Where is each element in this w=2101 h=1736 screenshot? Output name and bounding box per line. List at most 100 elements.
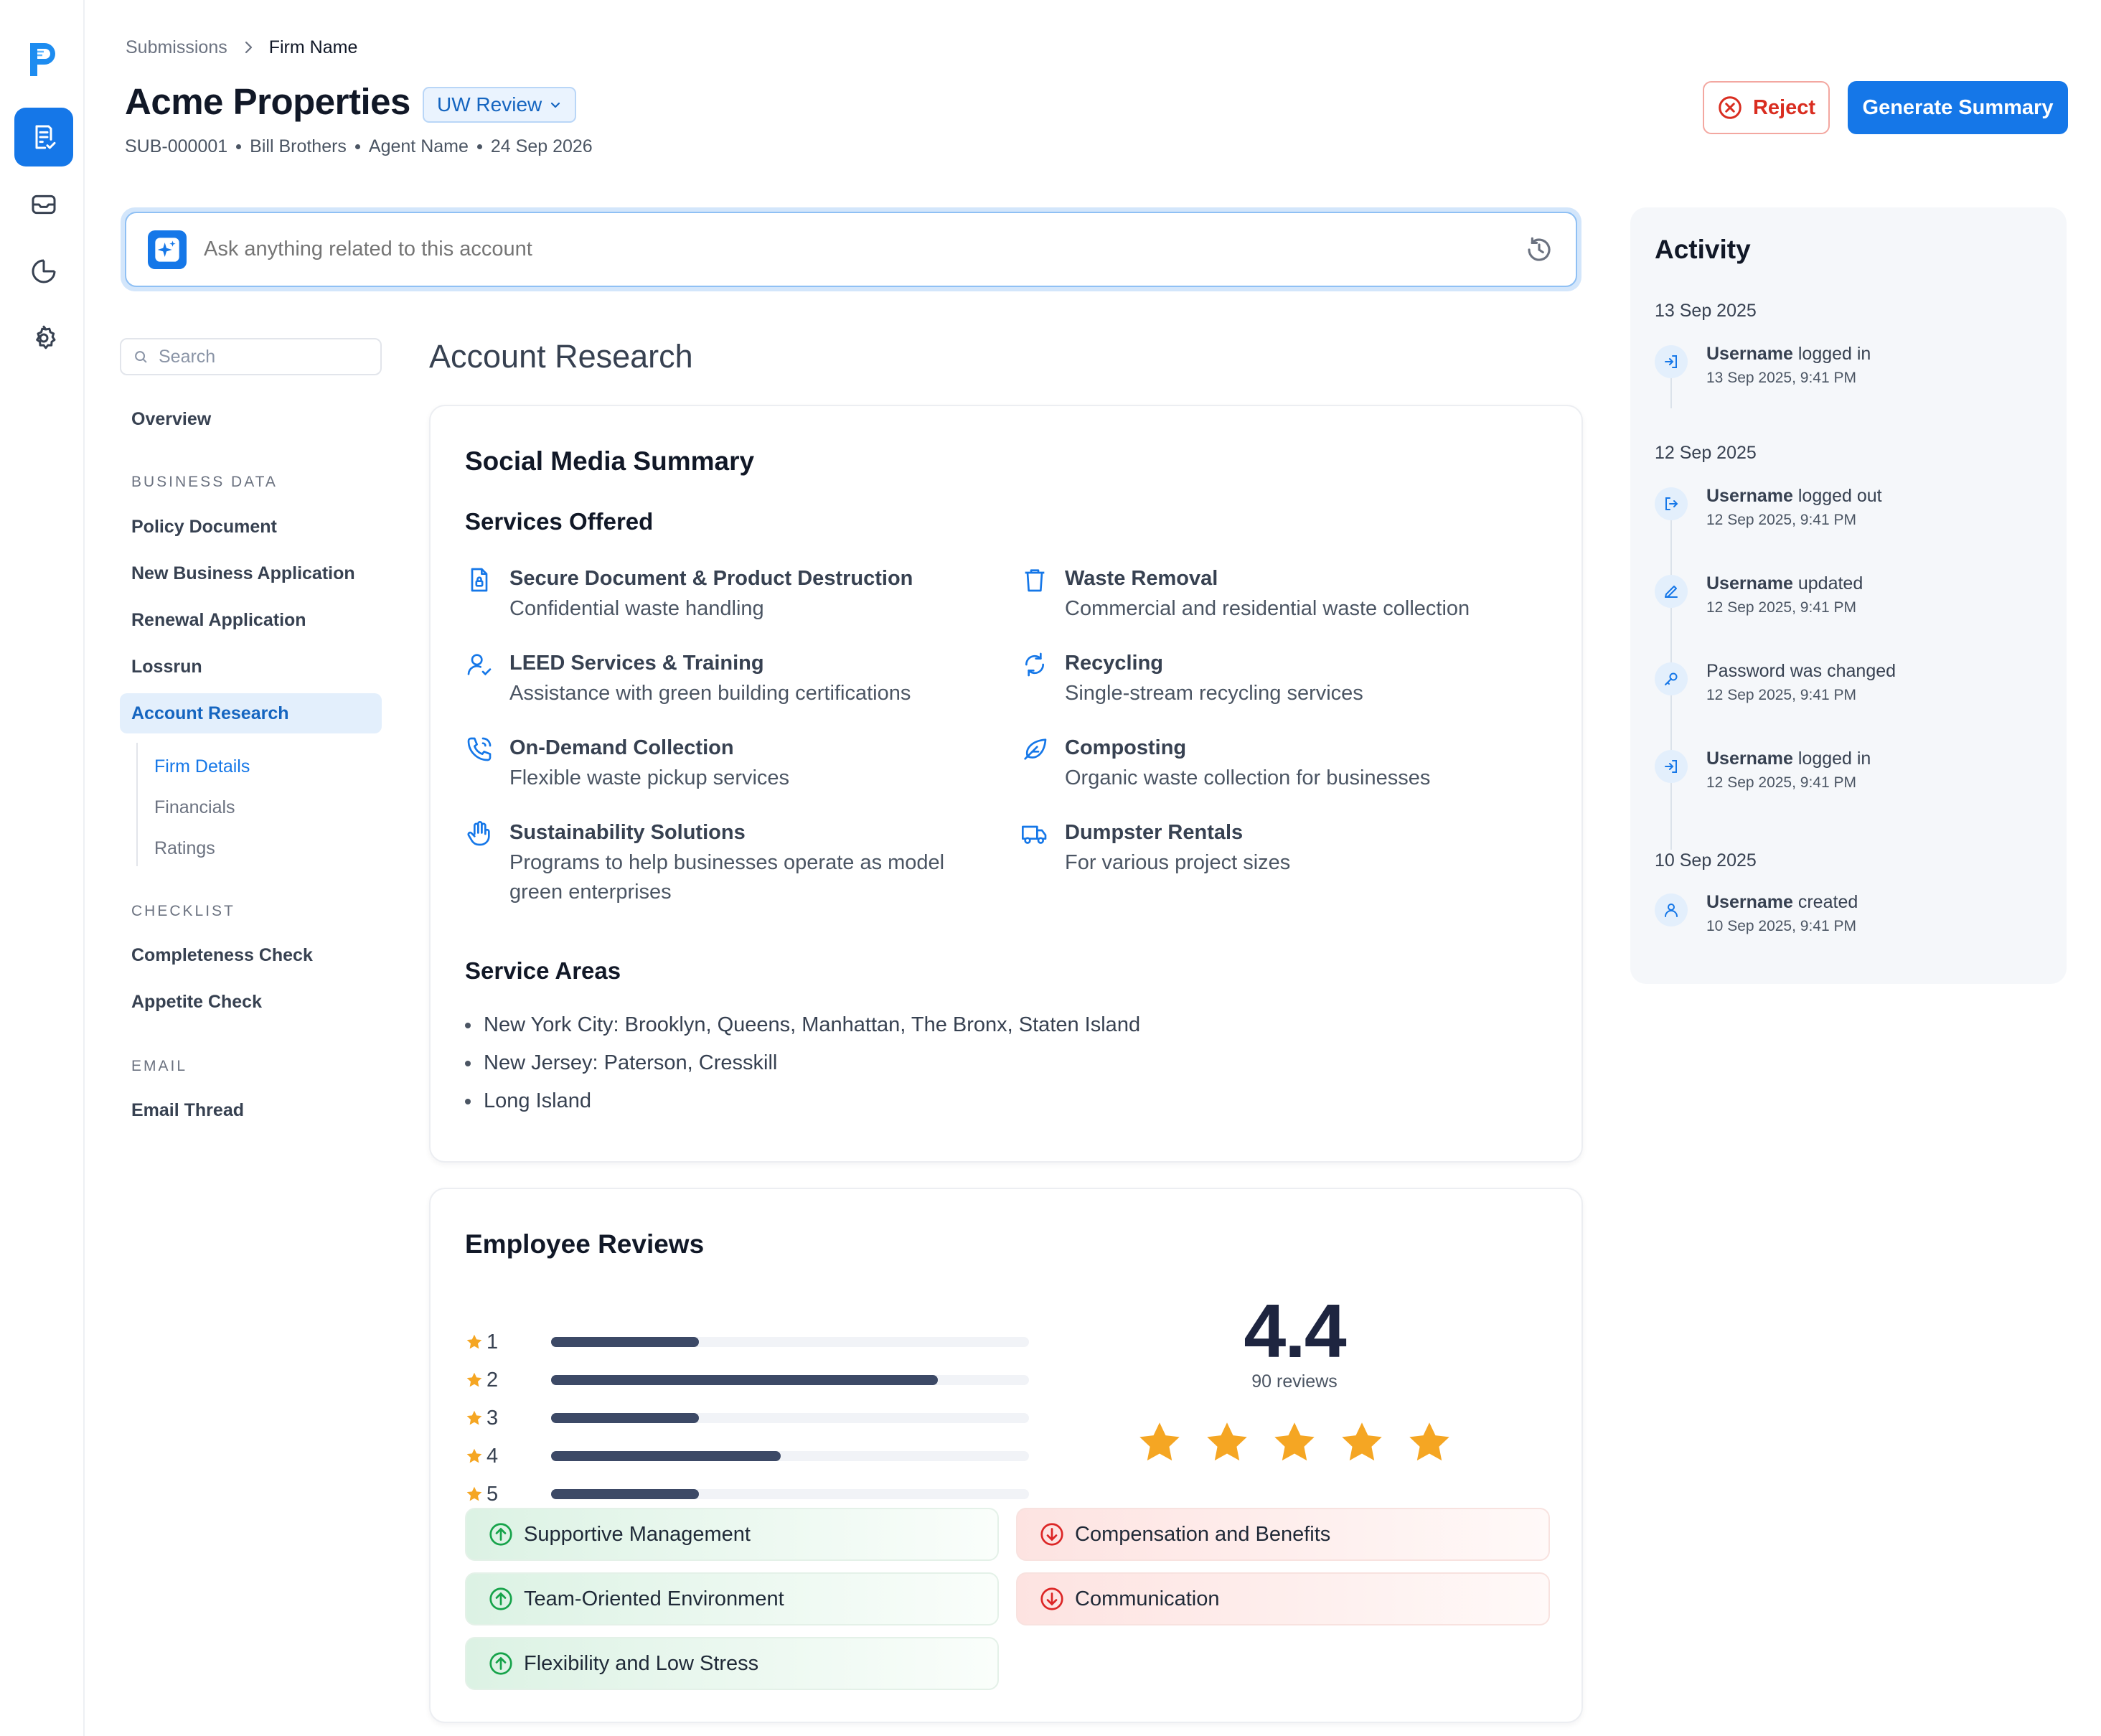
rating-bar-fill	[551, 1375, 939, 1385]
service-desc: Single-stream recycling services	[1065, 682, 1363, 705]
arrow-down-circle-icon	[1040, 1523, 1063, 1546]
average-rating: 4.4	[1244, 1289, 1346, 1374]
star-rating	[1022, 1417, 1567, 1468]
rating-row-label: 2	[465, 1369, 508, 1392]
logout-icon	[1655, 487, 1688, 520]
service-item: Sustainability Solutions Programs to help…	[465, 817, 982, 907]
rating-level: 2	[487, 1368, 499, 1392]
arrow-up-circle-icon	[489, 1652, 512, 1675]
status-label: UW Review	[437, 93, 542, 116]
star-icon	[1139, 1422, 1180, 1461]
ask-input[interactable]	[204, 238, 1524, 261]
app-logo	[27, 40, 59, 78]
generate-summary-button[interactable]: Generate Summary	[1848, 81, 2068, 134]
service-item: Dumpster Rentals For various project size…	[1020, 817, 1551, 878]
arrow-down-circle-icon	[1040, 1587, 1063, 1610]
subnav-firm-details[interactable]: Firm Details	[154, 756, 250, 776]
employee-reviews-card: Employee Reviews 1 2 3 4 5 4.4 90 reviews Su…	[429, 1188, 1583, 1723]
arrow-up-circle-icon	[489, 1587, 512, 1610]
service-item: LEED Services & Training Assistance with …	[465, 647, 982, 708]
nav-item-appetite-check[interactable]: Appetite Check	[131, 991, 262, 1012]
social-media-card: Social Media Summary Services Offered Se…	[429, 405, 1583, 1163]
activity-title: Activity	[1655, 235, 1751, 264]
nav-item-overview[interactable]: Overview	[131, 408, 212, 429]
settings-nav-button[interactable]	[14, 309, 73, 367]
hand-icon	[467, 821, 490, 846]
rating-summary: 4.4 90 reviews	[1022, 1189, 1567, 1548]
status-dropdown[interactable]: UW Review	[423, 87, 577, 123]
services-heading: Services Offered	[465, 508, 654, 535]
chevron-right-icon	[245, 41, 252, 54]
service-title: Secure Document & Product Destruction	[509, 567, 913, 590]
submissions-nav-button[interactable]	[14, 108, 73, 166]
user-check-icon	[467, 654, 492, 676]
activity-event: Username updated 12 Sep 2025, 9:41 PM	[1655, 571, 1863, 619]
nav-section-email: EMAIL	[131, 1058, 188, 1074]
pro-text: Supportive Management	[524, 1522, 751, 1546]
activity-action: logged out	[1797, 486, 1882, 506]
chevron-down-icon	[551, 102, 560, 108]
nav-search-input[interactable]: Search	[120, 338, 382, 375]
service-item: Secure Document & Product Destruction Con…	[465, 563, 982, 624]
pro-pill: Flexibility and Low Stress	[465, 1637, 999, 1690]
star-icon	[1409, 1422, 1449, 1461]
gear-icon	[36, 325, 56, 349]
history-icon[interactable]	[1524, 235, 1554, 265]
nav-item-completeness-check[interactable]: Completeness Check	[131, 944, 313, 965]
nav-item-new-business-application[interactable]: New Business Application	[131, 563, 355, 583]
page-title: Acme Properties	[125, 81, 410, 122]
inbox-nav-button[interactable]	[14, 175, 73, 234]
ask-input-wrapper	[125, 212, 1577, 287]
star-icon	[466, 1448, 482, 1463]
activity-event: Username logged out 12 Sep 2025, 9:41 PM	[1655, 483, 1882, 532]
separator-dot	[236, 144, 242, 149]
service-title: LEED Services & Training	[509, 652, 764, 675]
trash-icon	[1025, 569, 1045, 592]
rating-bar-fill	[551, 1337, 700, 1347]
service-area-text: New Jersey: Paterson, Cresskill	[484, 1051, 778, 1074]
reject-label: Reject	[1752, 95, 1816, 119]
breadcrumb-submissions-link[interactable]: Submissions	[126, 37, 227, 57]
search-icon	[135, 351, 147, 363]
activity-time: 10 Sep 2025, 9:41 PM	[1706, 918, 1856, 934]
nav-item-email-thread[interactable]: Email Thread	[131, 1099, 244, 1120]
rating-level: 5	[487, 1482, 499, 1506]
nav-item-lossrun[interactable]: Lossrun	[131, 656, 202, 677]
activity-action: logged in	[1797, 749, 1871, 769]
activity-time: 12 Sep 2025, 9:41 PM	[1706, 774, 1856, 791]
rating-bar-fill	[551, 1489, 700, 1499]
rating-bar-track	[551, 1451, 1029, 1461]
activity-time: 13 Sep 2025, 9:41 PM	[1706, 370, 1856, 386]
subnav-ratings[interactable]: Ratings	[154, 838, 215, 858]
close-circle-icon	[1719, 96, 1742, 119]
service-desc: Assistance with green building certifica…	[509, 682, 911, 705]
rating-row: 5	[465, 1482, 1029, 1506]
service-item: On-Demand Collection Flexible waste picku…	[465, 732, 982, 793]
pie-chart-icon	[32, 259, 56, 283]
activity-action: logged in	[1797, 344, 1871, 364]
subnav-divider	[136, 743, 138, 866]
employee-reviews-title: Employee Reviews	[465, 1229, 705, 1259]
nav-item-account-research[interactable]: Account Research	[120, 693, 382, 733]
rating-bar-track	[551, 1413, 1029, 1423]
nav-item-policy-document[interactable]: Policy Document	[131, 516, 277, 537]
reports-nav-button[interactable]	[14, 242, 73, 301]
service-title: Recycling	[1065, 652, 1163, 675]
nav-item-renewal-application[interactable]: Renewal Application	[131, 609, 306, 630]
rating-row: 2	[465, 1368, 1029, 1392]
key-icon	[1655, 662, 1688, 695]
con-text: Compensation and Benefits	[1075, 1522, 1331, 1546]
pro-pill: Supportive Management	[465, 1508, 999, 1561]
agent-name: Agent Name	[368, 136, 469, 156]
nav-section-business-data: BUSINESS DATA	[131, 474, 278, 490]
reject-button[interactable]: Reject	[1703, 81, 1830, 134]
breadcrumb: Submissions Firm Name	[126, 36, 357, 59]
inbox-icon	[32, 194, 56, 215]
activity-event: Username created 10 Sep 2025, 9:41 PM	[1655, 889, 1858, 938]
activity-action: created	[1797, 892, 1858, 912]
truck-icon	[1022, 825, 1047, 844]
submission-id: SUB-000001	[125, 136, 228, 156]
subnav-financials[interactable]: Financials	[154, 797, 235, 817]
activity-user: Username	[1706, 892, 1793, 912]
leaf-icon	[1024, 738, 1047, 760]
